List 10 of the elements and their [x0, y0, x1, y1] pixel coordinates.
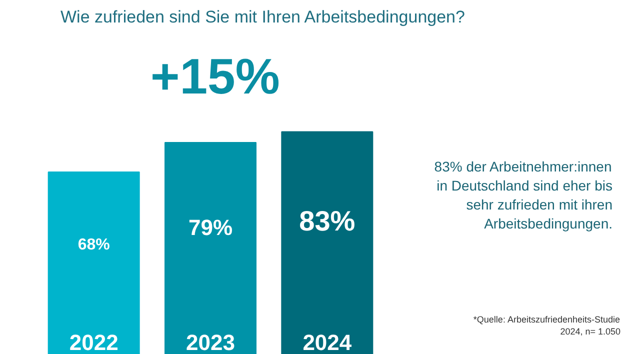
text: *Quelle: Arbeitszufriedenheits-Studie 2024, n= 1.050	[473, 314, 621, 336]
text: +15%	[150, 48, 280, 104]
data-label: 83%	[299, 205, 356, 236]
x-tick-label: 2023	[186, 330, 235, 354]
x-tick-label: 2024	[302, 330, 352, 354]
x-tick-label: 2022	[69, 330, 118, 354]
data-label: 68%	[78, 236, 110, 254]
chart-title: Wie zufrieden sind Sie mit Ihren Arbeitsbedingungen?	[60, 8, 465, 26]
data-label: 79%	[188, 214, 233, 240]
text: 83% der Arbeitnehmer:innen in Deutschland sind eher bis sehr zufrieden mit ihren Arbeitsbedingungen.	[434, 158, 613, 232]
